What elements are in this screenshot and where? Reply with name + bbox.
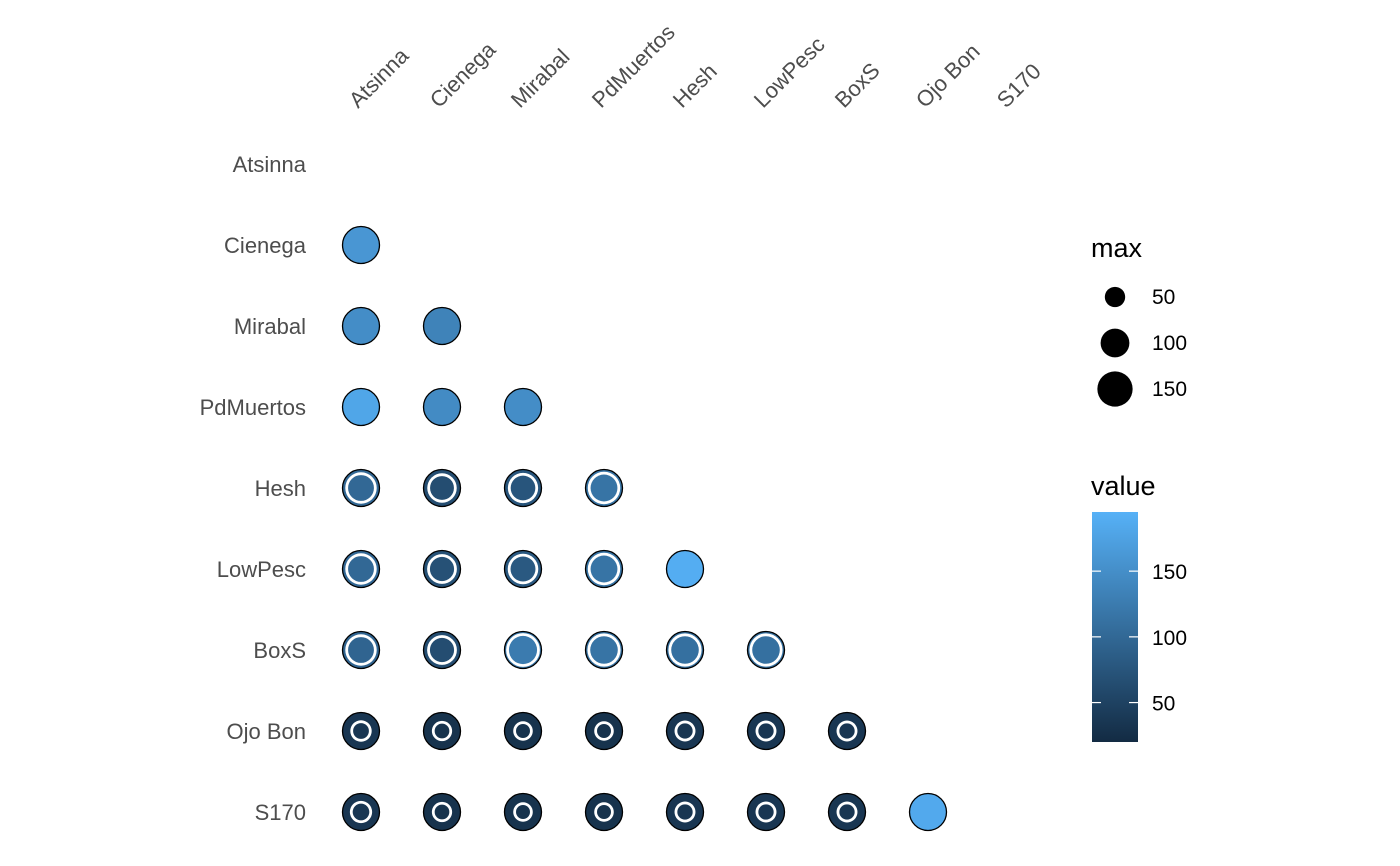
size-legend-key-100 (1100, 328, 1130, 358)
point-s170-ojo-bon (908, 792, 948, 832)
y-tick-label-atsinna: Atsinna (233, 152, 307, 177)
x-tick-label-pdmuertos: PdMuertos (587, 20, 680, 113)
y-axis-tick-labels: Atsinna Cienega Mirabal PdMuertos Hesh LowPes… (200, 152, 307, 825)
inner-point-lowpesc-cienega (429, 556, 455, 582)
inner-point-s170-cienega (434, 804, 450, 820)
size-legend-key-50 (1104, 286, 1126, 308)
inner-point-boxs-mirabal (508, 635, 538, 665)
color-legend-label-100: 100 (1152, 627, 1187, 650)
inner-point-ojo-bon-cienega (434, 723, 450, 739)
point-mirabal-atsinna (341, 306, 381, 346)
x-tick-label-atsinna: Atsinna (344, 42, 414, 112)
inner-point-ojo-bon-hesh (677, 723, 693, 739)
size-legend-key-150 (1097, 371, 1133, 407)
point-pdmuertos-cienega (422, 387, 462, 427)
size-legend-label-150: 150 (1152, 378, 1187, 401)
inner-point-boxs-pdmuertos (590, 636, 618, 664)
color-legend: value 50 100 150 (1091, 471, 1187, 742)
inner-point-ojo-bon-pdmuertos (597, 724, 611, 738)
y-tick-label-s170: S170 (255, 800, 306, 825)
point-mirabal-cienega (422, 306, 462, 346)
points-layer (341, 225, 948, 832)
y-tick-label-lowpesc: LowPesc (217, 557, 306, 582)
inner-point-boxs-hesh (671, 636, 699, 664)
inner-point-s170-pdmuertos (597, 805, 611, 819)
inner-point-boxs-atsinna (348, 637, 374, 663)
inner-point-ojo-bon-lowpesc (758, 723, 774, 739)
y-tick-label-ojo-bon: Ojo Bon (227, 719, 307, 744)
inner-point-lowpesc-mirabal (510, 556, 536, 582)
inner-point-s170-atsinna (352, 803, 370, 821)
inner-point-lowpesc-pdmuertos (590, 555, 618, 583)
inner-point-hesh-cienega (430, 476, 454, 500)
color-legend-label-150: 150 (1152, 561, 1187, 584)
x-tick-label-mirabal: Mirabal (506, 44, 575, 113)
color-legend-label-50: 50 (1152, 693, 1175, 716)
x-tick-label-ojo-bon: Ojo Bon (911, 39, 985, 113)
size-legend-label-100: 100 (1152, 332, 1187, 355)
inner-point-hesh-pdmuertos (590, 474, 618, 502)
color-legend-bar (1092, 512, 1138, 742)
inner-point-ojo-bon-mirabal (516, 724, 530, 738)
point-pdmuertos-mirabal (503, 387, 543, 427)
color-legend-title: value (1091, 471, 1156, 501)
point-pdmuertos-atsinna (341, 387, 381, 427)
y-tick-label-mirabal: Mirabal (234, 314, 306, 339)
x-tick-label-boxs: BoxS (830, 58, 885, 113)
inner-point-boxs-lowpesc (752, 636, 780, 664)
inner-point-s170-hesh (677, 804, 693, 820)
point-lowpesc-hesh (665, 549, 705, 589)
y-tick-label-hesh: Hesh (255, 476, 306, 501)
y-tick-label-boxs: BoxS (253, 638, 306, 663)
inner-point-lowpesc-atsinna (348, 556, 374, 582)
inner-point-boxs-cienega (429, 637, 455, 663)
size-legend-title: max (1091, 233, 1143, 263)
x-tick-label-cienega: Cienega (425, 36, 501, 112)
size-legend-label-50: 50 (1152, 286, 1175, 309)
x-tick-label-hesh: Hesh (668, 59, 722, 113)
point-cienega-atsinna (341, 225, 381, 265)
inner-point-s170-mirabal (516, 805, 530, 819)
y-tick-label-cienega: Cienega (224, 233, 307, 258)
size-legend: max 50 100 150 (1091, 233, 1187, 407)
y-tick-label-pdmuertos: PdMuertos (200, 395, 306, 420)
inner-point-hesh-mirabal (510, 475, 536, 501)
inner-point-s170-lowpesc (758, 804, 774, 820)
inner-point-ojo-bon-boxs (839, 723, 855, 739)
inner-point-ojo-bon-atsinna (353, 723, 369, 739)
inner-point-hesh-atsinna (348, 475, 374, 501)
x-tick-label-lowpesc: LowPesc (749, 32, 830, 113)
x-tick-label-s170: S170 (992, 59, 1046, 113)
inner-point-s170-boxs (839, 804, 855, 820)
